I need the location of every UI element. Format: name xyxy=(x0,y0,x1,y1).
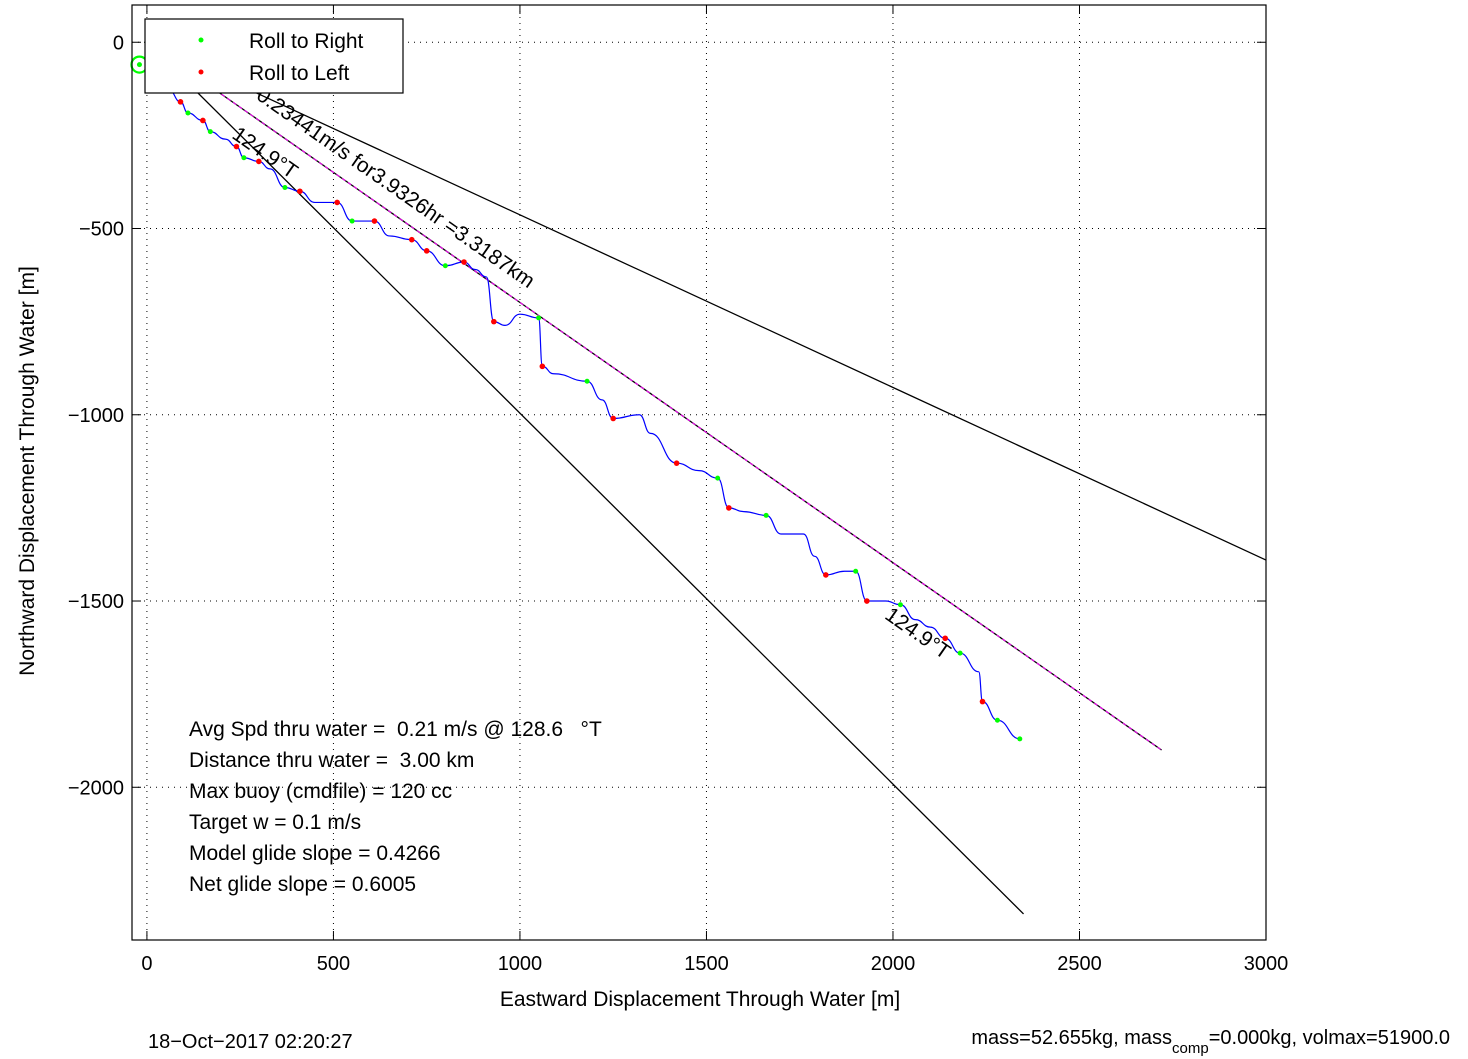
footer-mass-b: =0.000kg, volmax=51900.0 xyxy=(1209,1027,1450,1049)
roll-right-marker xyxy=(442,263,448,269)
roll-left-marker xyxy=(408,236,415,243)
roll-left-marker xyxy=(823,572,829,578)
roll-right-marker xyxy=(763,512,769,518)
roll-right-marker xyxy=(853,568,859,574)
x-tick-label: 2500 xyxy=(1057,953,1102,975)
roll-right-marker xyxy=(349,218,355,224)
x-tick-label: 1500 xyxy=(684,953,729,975)
legend-marker-roll-left xyxy=(198,69,204,75)
legend-label-roll-right: Roll to Right xyxy=(249,30,364,53)
stat-model-glide-slope: Model glide slope = 0.4266 xyxy=(189,842,441,865)
roll-right-marker xyxy=(584,378,590,384)
roll-right-marker xyxy=(241,155,247,161)
y-tick-label: −500 xyxy=(79,219,124,241)
roll-left-marker xyxy=(256,158,262,165)
stat-max-buoy: Max buoy (cmdfile) = 120 cc xyxy=(189,780,452,803)
roll-right-marker xyxy=(282,185,288,191)
legend-box xyxy=(144,18,404,94)
stat-distance: Distance thru water = 3.00 km xyxy=(189,749,474,772)
footer-mass-sub: comp xyxy=(1172,1040,1209,1057)
legend-label-roll-left: Roll to Left xyxy=(249,62,350,85)
roll-left-marker xyxy=(491,318,497,325)
roll-left-marker xyxy=(539,363,546,370)
y-axis-label: Northward Displacement Through Water [m] xyxy=(16,266,39,676)
roll-markers xyxy=(130,39,1023,742)
footer-timestamp: 18−Oct−2017 02:20:27 xyxy=(148,1031,353,1053)
track-annotation: 0.23441m/s for3.9326hr =3.3187km xyxy=(252,83,539,293)
y-tick-label: −2000 xyxy=(68,777,124,799)
x-tick-label: 3000 xyxy=(1244,953,1289,975)
x-tick-label: 0 xyxy=(141,953,152,975)
track-annotation: 124.9°T xyxy=(881,603,955,664)
roll-left-marker xyxy=(371,218,378,224)
stat-avg-speed: Avg Spd thru water = 0.21 m/s @ 128.6 °T xyxy=(189,718,602,741)
stats-block: Avg Spd thru water = 0.21 m/s @ 128.6 °T… xyxy=(189,718,602,896)
x-tick-label: 500 xyxy=(317,953,350,975)
roll-right-marker xyxy=(185,110,191,116)
roll-left-marker xyxy=(177,99,184,105)
bearing-line xyxy=(146,41,1267,561)
x-tick-label: 2000 xyxy=(871,953,916,975)
roll-left-marker xyxy=(200,117,206,124)
roll-left-marker xyxy=(979,698,986,705)
bearing-lines xyxy=(146,41,1267,915)
bearing-line xyxy=(146,41,1162,751)
roll-left-marker xyxy=(297,188,303,195)
bearing-line xyxy=(146,41,1024,915)
y-tick-label: −1500 xyxy=(68,591,124,613)
roll-left-marker xyxy=(610,415,617,422)
footer-mass-a: mass=52.655kg, mass xyxy=(971,1027,1172,1049)
footer-mass-info: mass=52.655kg, masscomp=0.000kg, volmax=… xyxy=(971,1027,1450,1057)
roll-right-marker xyxy=(1017,736,1023,742)
roll-right-marker xyxy=(207,129,213,135)
roll-left-marker xyxy=(673,460,680,466)
roll-right-marker xyxy=(897,602,903,608)
roll-left-marker xyxy=(461,259,467,265)
x-tick-label: 1000 xyxy=(498,953,543,975)
y-tick-label: −1000 xyxy=(68,405,124,427)
roll-left-marker xyxy=(726,505,732,511)
roll-left-marker xyxy=(864,598,870,604)
x-axis-label: Eastward Displacement Through Water [m] xyxy=(500,988,900,1011)
legend-marker-roll-right xyxy=(198,37,204,43)
y-tick-label: 0 xyxy=(113,32,124,54)
plot-frame xyxy=(131,4,1267,941)
axis-ticks: 0 500 1000 1500 2000 2500 3000 0 −500 −1000 −1500 −… xyxy=(68,5,1288,975)
legend: Roll to Right Roll to Left xyxy=(144,18,404,94)
roll-left-marker xyxy=(233,143,240,150)
roll-right-marker xyxy=(536,315,542,321)
track-annotations: 0.23441m/s for3.9326hr =3.3187km124.9°T1… xyxy=(228,83,955,664)
roll-left-marker xyxy=(423,248,430,254)
roll-left-marker xyxy=(334,199,340,206)
track-annotation: 124.9°T xyxy=(228,122,302,183)
roll-right-marker xyxy=(994,717,1000,723)
stat-target-w: Target w = 0.1 m/s xyxy=(189,811,361,834)
stat-net-glide-slope: Net glide slope = 0.6005 xyxy=(189,873,416,896)
track-line xyxy=(146,41,1020,740)
roll-right-marker xyxy=(136,62,142,68)
roll-left-marker xyxy=(942,635,948,642)
roll-right-marker xyxy=(715,475,721,481)
track-series xyxy=(146,41,1020,740)
roll-right-marker xyxy=(957,650,963,656)
